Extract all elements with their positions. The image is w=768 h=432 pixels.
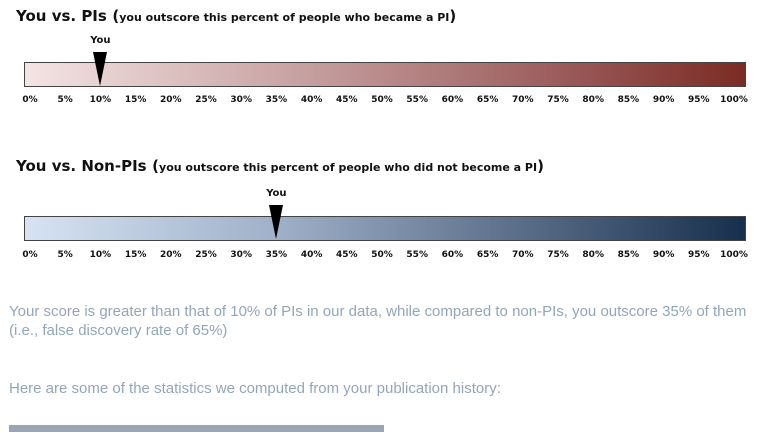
scale-tick-label: 20%	[160, 250, 182, 260]
nonpi-you-label: You	[266, 188, 287, 199]
scale-tick-label: 100%	[720, 250, 748, 260]
nonpi-paren-close: )	[537, 157, 544, 175]
scale-tick-label: 70%	[512, 250, 534, 260]
scale-tick-label: 5%	[57, 250, 73, 260]
scale-tick-label: 85%	[617, 95, 640, 105]
scale-tick-label: 90%	[652, 250, 675, 260]
statistics-table-header-bar	[9, 425, 384, 432]
scale-tick-label: 35%	[265, 250, 288, 260]
nonpi-paren-open: (	[152, 157, 160, 175]
scale-tick-label: 95%	[688, 250, 710, 260]
pi-paren-close: )	[449, 7, 457, 25]
pi-you-label: You	[90, 35, 111, 46]
scale-tick-label: 95%	[688, 95, 710, 105]
scale-tick-label: 100%	[720, 95, 748, 105]
scale-tick-label: 0%	[22, 250, 38, 260]
scale-tick-label: 40%	[300, 250, 323, 260]
pi-subtitle: you outscore this percent of people who …	[119, 11, 450, 24]
pi-percentile-bar	[24, 62, 746, 87]
pi-paren-open: (	[112, 7, 120, 25]
scale-tick-label: 20%	[160, 95, 182, 105]
pi-title: You vs. PIs	[16, 7, 107, 25]
scale-tick-label: 60%	[441, 250, 464, 260]
summary-text: Your score is greater than that of 10% o…	[9, 303, 747, 339]
scale-tick-label: 15%	[124, 95, 147, 105]
scale-tick-label: 75%	[547, 95, 569, 105]
scale-tick-label: 15%	[124, 250, 147, 260]
scale-tick-label: 25%	[195, 95, 217, 105]
scale-tick-label: 10%	[89, 250, 112, 260]
scale-tick-label: 5%	[57, 95, 73, 105]
scale-tick-label: 40%	[300, 95, 323, 105]
pi-section-title: You vs. PIs (you outscore this percent o…	[16, 6, 456, 25]
scale-tick-label: 55%	[406, 250, 428, 260]
nonpi-section-title: You vs. Non-PIs (you outscore this perce…	[16, 156, 544, 175]
scale-tick-label: 65%	[476, 250, 499, 260]
scale-tick-label: 0%	[22, 95, 38, 105]
scale-tick-label: 25%	[195, 250, 217, 260]
scale-tick-label: 45%	[336, 95, 358, 105]
scale-tick-label: 30%	[230, 250, 252, 260]
pi-you-marker-icon	[93, 52, 108, 86]
scale-tick-label: 75%	[547, 250, 569, 260]
scale-tick-label: 10%	[89, 95, 112, 105]
statistics-intro: Here are some of the statistics we compu…	[9, 380, 501, 397]
scale-tick-label: 80%	[582, 95, 604, 105]
nonpi-title: You vs. Non-PIs	[16, 157, 147, 175]
scale-tick-label: 85%	[617, 250, 640, 260]
nonpi-subtitle: you outscore this percent of people who …	[159, 161, 538, 174]
scale-tick-label: 65%	[476, 95, 499, 105]
scale-tick-label: 50%	[371, 250, 393, 260]
scale-tick-label: 30%	[230, 95, 252, 105]
scale-tick-label: 80%	[582, 250, 604, 260]
nonpi-percentile-bar	[24, 216, 746, 241]
scale-tick-label: 70%	[512, 95, 534, 105]
scale-tick-label: 90%	[652, 95, 675, 105]
scale-tick-label: 60%	[441, 95, 464, 105]
scale-tick-label: 45%	[336, 250, 358, 260]
scale-tick-label: 55%	[406, 95, 428, 105]
scale-tick-label: 50%	[371, 95, 393, 105]
nonpi-you-marker-icon	[269, 205, 284, 239]
scale-tick-label: 35%	[265, 95, 288, 105]
